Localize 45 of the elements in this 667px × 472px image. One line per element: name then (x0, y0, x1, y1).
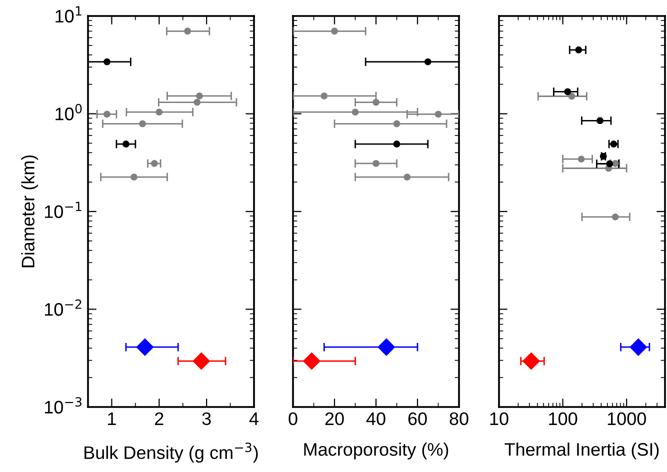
point (434, 110, 442, 118)
x-tick-label: 60 (408, 412, 427, 426)
point (150, 160, 158, 167)
x-tick-label: 2 (155, 412, 164, 425)
y-axis-title: Diameter (km) (21, 155, 38, 268)
point (424, 58, 432, 66)
point (136, 338, 154, 356)
point (194, 98, 201, 106)
y-tick-label: 10$^{1}$ (56, 6, 82, 23)
y-tick-label: 10$^{−2}$ (44, 299, 82, 316)
x-tick-label: 10 (490, 412, 508, 426)
point (404, 174, 411, 181)
x-tick-label: 3 (202, 412, 211, 426)
x-axis-title: Macroporosity (%) (304, 442, 448, 460)
x-tick-label: 40 (366, 412, 386, 426)
point (196, 92, 203, 100)
point (372, 160, 380, 167)
x-tick-label: 4 (249, 412, 258, 425)
point (320, 92, 328, 100)
point (122, 140, 130, 148)
point (139, 120, 146, 128)
y-tick-label: 10$^{0}$ (56, 104, 82, 120)
x-axis-title: Bulk Density (g cm$^{−3}$) (84, 442, 258, 463)
x-tick-label: 0 (288, 412, 298, 426)
x-tick-label: 1 (108, 412, 116, 425)
point (130, 174, 138, 181)
y-tick-label: 10$^{−1}$ (44, 202, 82, 218)
x-tick-label: 20 (325, 412, 344, 426)
point (393, 120, 400, 128)
point (104, 110, 110, 118)
x-tick-label: 100 (549, 412, 578, 426)
point (184, 28, 192, 35)
x-tick-label: 80 (450, 412, 468, 426)
point (303, 352, 320, 370)
point (104, 58, 110, 66)
x-axis-title: Thermal Inertia (SI) (504, 442, 659, 460)
point (192, 352, 210, 370)
y-tick-label: 10$^{−3}$ (44, 397, 82, 414)
point (372, 98, 380, 106)
point (331, 28, 338, 35)
point (156, 108, 163, 116)
x-tick-label: 1000 (608, 412, 646, 426)
point (352, 108, 359, 116)
point (378, 338, 395, 356)
point (393, 140, 400, 148)
